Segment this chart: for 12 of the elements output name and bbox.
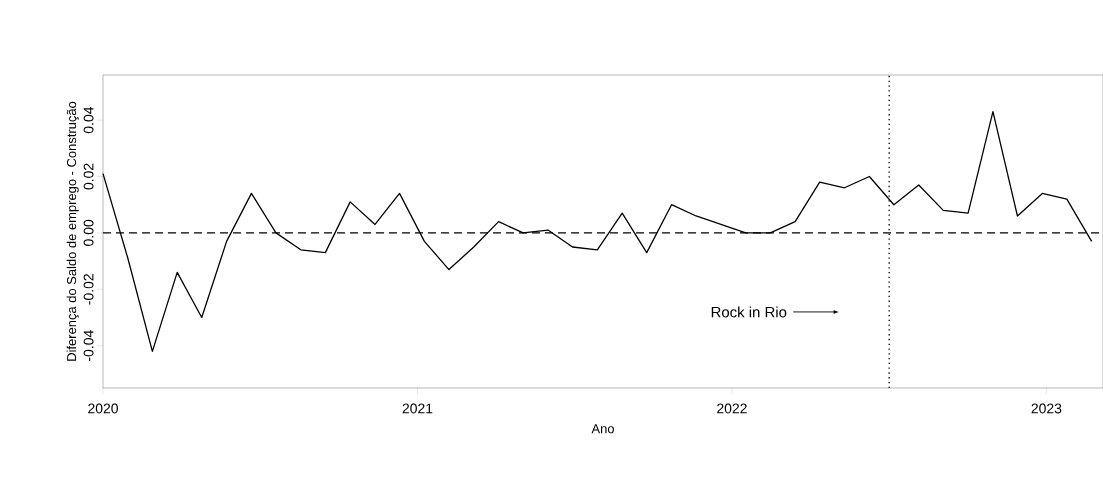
x-tick-label: 2021 xyxy=(402,403,433,414)
y-tick-label: -0.04 xyxy=(83,330,94,361)
x-tick-label: 2023 xyxy=(1031,403,1062,414)
x-tick-label: 2022 xyxy=(717,403,747,414)
x-axis-title: Ano xyxy=(591,424,614,434)
ref-line-label: Rock in Rio xyxy=(711,306,787,318)
y-tick-label: 0.04 xyxy=(83,106,94,134)
x-tick-label: 2020 xyxy=(88,403,118,414)
y-tick-label: 0.02 xyxy=(83,163,94,190)
y-axis-title: Diferença do Saldo de emprego - Construção xyxy=(66,101,79,361)
y-tick-label: 0.00 xyxy=(83,219,94,246)
y-tick-label: -0.02 xyxy=(83,274,94,305)
